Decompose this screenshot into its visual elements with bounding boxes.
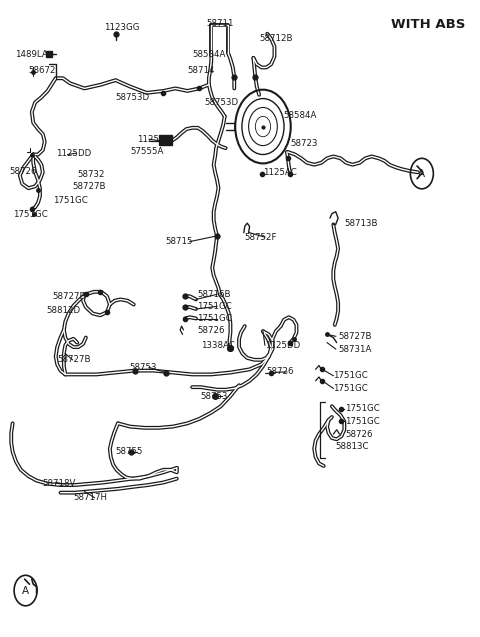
Text: 58723: 58723 xyxy=(290,140,318,148)
Text: 58726: 58726 xyxy=(9,166,37,176)
Text: 1751GC: 1751GC xyxy=(197,302,232,311)
Text: 58715: 58715 xyxy=(166,237,193,246)
Text: 58718V: 58718V xyxy=(43,479,76,488)
Text: 1125AE: 1125AE xyxy=(137,135,170,144)
Text: 58753D: 58753D xyxy=(116,93,150,102)
Text: 58727B: 58727B xyxy=(57,355,91,364)
Text: 58716B: 58716B xyxy=(197,290,230,299)
Text: 58812D: 58812D xyxy=(47,306,81,315)
Text: 58753: 58753 xyxy=(201,392,228,401)
Text: 58813C: 58813C xyxy=(336,442,369,452)
Text: 1751GC: 1751GC xyxy=(197,314,232,323)
Text: 57555A: 57555A xyxy=(131,148,164,157)
Text: A: A xyxy=(418,169,425,178)
Text: 58731A: 58731A xyxy=(338,345,372,354)
Text: 58727B: 58727B xyxy=(52,292,86,301)
Text: 58753D: 58753D xyxy=(204,98,238,107)
Text: 1123GG: 1123GG xyxy=(104,23,139,32)
Text: 58755: 58755 xyxy=(116,447,143,457)
Text: 58584A: 58584A xyxy=(192,50,226,59)
Text: 1751GC: 1751GC xyxy=(333,371,368,380)
Text: 58726: 58726 xyxy=(197,326,225,335)
Text: 58711: 58711 xyxy=(206,19,234,28)
Text: 1489LA: 1489LA xyxy=(15,50,48,59)
Text: 58584A: 58584A xyxy=(283,111,316,120)
Text: 58712B: 58712B xyxy=(259,34,293,43)
Text: 1751GC: 1751GC xyxy=(345,404,380,413)
Text: 58727B: 58727B xyxy=(338,332,372,341)
Text: 58717H: 58717H xyxy=(73,493,108,502)
Text: 1338AC: 1338AC xyxy=(201,341,235,350)
Text: 58714: 58714 xyxy=(187,66,215,75)
Text: 58726: 58726 xyxy=(345,430,373,439)
Text: 1751GC: 1751GC xyxy=(345,417,380,426)
Text: 58732: 58732 xyxy=(77,169,105,179)
Text: 58713B: 58713B xyxy=(344,218,378,227)
Text: A: A xyxy=(22,585,29,596)
Text: 58726: 58726 xyxy=(266,368,294,376)
Text: 1125DD: 1125DD xyxy=(56,149,91,158)
Text: 58727B: 58727B xyxy=(72,182,106,192)
Text: 58753: 58753 xyxy=(129,363,156,372)
Text: 1751GC: 1751GC xyxy=(53,196,88,205)
Text: 58672: 58672 xyxy=(28,66,56,75)
Text: 1751GC: 1751GC xyxy=(12,210,48,218)
Text: WITH ABS: WITH ABS xyxy=(391,18,465,31)
FancyBboxPatch shape xyxy=(158,136,172,145)
Text: 58752F: 58752F xyxy=(245,233,277,241)
Text: 1751GC: 1751GC xyxy=(333,384,368,393)
Text: 1125DD: 1125DD xyxy=(265,341,300,350)
Text: 1125AC: 1125AC xyxy=(263,168,297,177)
